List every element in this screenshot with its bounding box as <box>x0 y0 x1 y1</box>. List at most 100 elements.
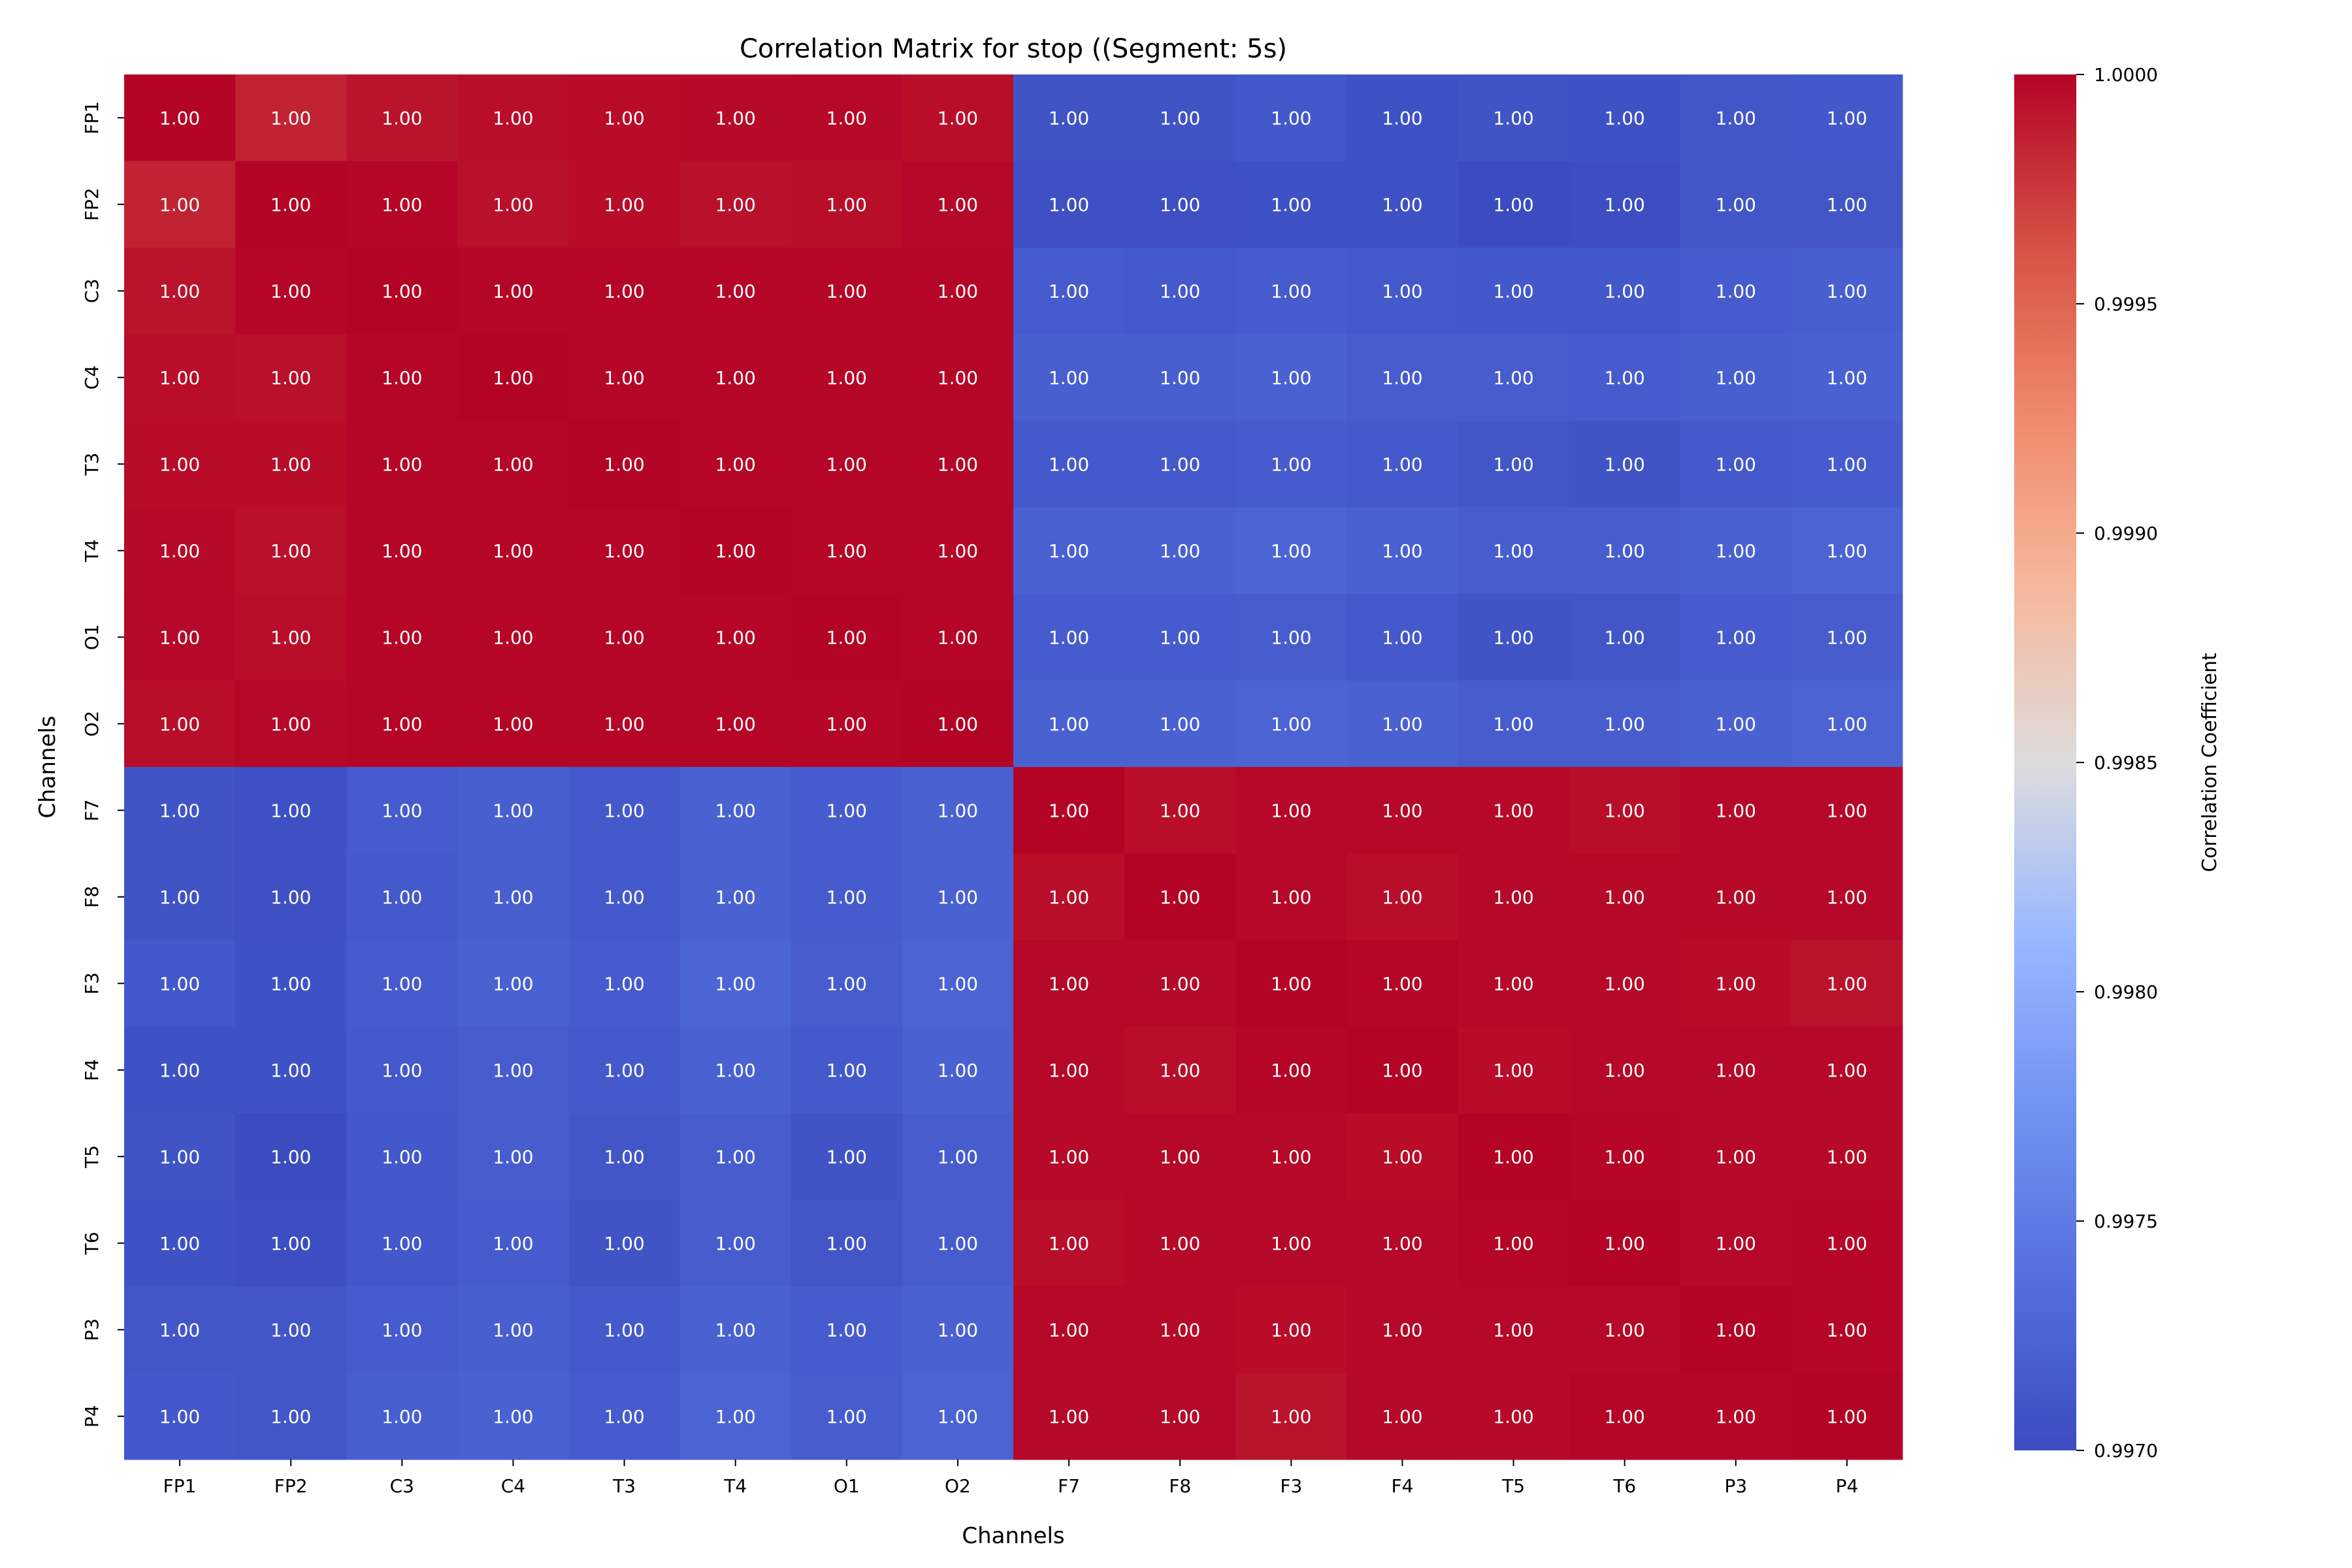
cell-annotation: 1.00 <box>604 1060 644 1081</box>
heatmap-cell <box>1124 1286 1236 1373</box>
heatmap-cell <box>1013 1026 1125 1114</box>
cell-annotation: 1.00 <box>1493 800 1533 821</box>
cell-annotation: 1.00 <box>1716 1146 1756 1168</box>
cell-annotation: 1.00 <box>493 453 533 475</box>
cell-annotation: 1.00 <box>826 1406 867 1428</box>
cell-annotation: 1.00 <box>270 1406 311 1428</box>
heatmap-cell <box>235 161 347 248</box>
y-tick-label: T3 <box>81 453 103 476</box>
heatmap-cell <box>457 594 569 681</box>
heatmap-cell <box>457 421 569 508</box>
heatmap-cell <box>1347 161 1458 248</box>
cell-annotation: 1.00 <box>715 1233 756 1254</box>
heatmap-cell <box>1569 853 1681 941</box>
heatmap-cell <box>1347 248 1458 335</box>
cell-annotation: 1.00 <box>604 1319 644 1341</box>
cell-annotation: 1.00 <box>1049 540 1089 562</box>
cell-annotation: 1.00 <box>1827 800 1867 821</box>
heatmap-cell <box>235 767 347 854</box>
cell-annotation: 1.00 <box>382 367 422 389</box>
cell-annotation: 1.00 <box>604 540 644 562</box>
heatmap-cell <box>568 853 681 941</box>
cell-annotation: 1.00 <box>382 627 422 648</box>
cell-annotation: 1.00 <box>938 713 978 735</box>
heatmap-cell <box>124 507 236 595</box>
heatmap-cell <box>791 853 903 941</box>
cell-annotation: 1.00 <box>604 280 644 302</box>
heatmap-cell <box>568 421 681 508</box>
x-tick-label: F4 <box>1391 1475 1413 1497</box>
cell-annotation: 1.00 <box>1049 713 1089 735</box>
heatmap-cell <box>346 421 458 508</box>
cell-annotation: 1.00 <box>493 107 533 129</box>
heatmap-cell <box>124 161 236 248</box>
cell-annotation: 1.00 <box>715 973 756 994</box>
heatmap-cell <box>1458 594 1570 681</box>
cell-annotation: 1.00 <box>1493 280 1533 302</box>
colorbar-label: Correlation Coefficient <box>2198 653 2221 872</box>
heatmap-cell <box>457 940 569 1027</box>
heatmap-cell <box>1458 1286 1570 1373</box>
cell-annotation: 1.00 <box>1271 1319 1311 1341</box>
y-tick-label: F3 <box>81 972 103 994</box>
cell-annotation: 1.00 <box>1493 107 1533 129</box>
cell-annotation: 1.00 <box>604 194 644 216</box>
heatmap-cell <box>1569 680 1681 768</box>
heatmap-cell <box>1013 74 1125 161</box>
cell-annotation: 1.00 <box>1382 713 1422 735</box>
heatmap-cell <box>1013 248 1125 335</box>
heatmap-cells: 1.00 1.00 1.00 1.00 1.00 1.00 1.00 1.00 1.00 1.00… <box>124 74 1903 1460</box>
heatmap-cell <box>1791 1373 1903 1460</box>
cell-annotation: 1.00 <box>1271 713 1311 735</box>
heatmap-cell <box>568 1286 681 1373</box>
heatmap-cell <box>235 680 347 768</box>
heatmap-cell <box>346 507 458 595</box>
heatmap-cell <box>791 594 903 681</box>
cell-annotation: 1.00 <box>1827 367 1867 389</box>
x-tick-label: F7 <box>1058 1475 1080 1497</box>
heatmap-cell <box>124 594 236 681</box>
heatmap-cell <box>791 1373 903 1460</box>
cell-annotation: 1.00 <box>1160 1406 1200 1428</box>
heatmap-cell <box>679 1113 792 1200</box>
heatmap-cell <box>791 1200 903 1287</box>
heatmap-cell <box>1235 680 1347 768</box>
cell-annotation: 1.00 <box>1827 1406 1867 1428</box>
cell-annotation: 1.00 <box>1716 453 1756 475</box>
cell-annotation: 1.00 <box>1493 367 1533 389</box>
cell-annotation: 1.00 <box>1382 1233 1422 1254</box>
colorbar-tick-label: 0.9995 <box>2094 293 2158 315</box>
heatmap-cell <box>568 161 681 248</box>
heatmap-cell <box>679 1373 792 1460</box>
y-tick-label: FP1 <box>81 101 103 135</box>
heatmap-cell <box>679 680 792 768</box>
cell-annotation: 1.00 <box>1605 367 1645 389</box>
heatmap-cell <box>791 940 903 1027</box>
heatmap-cell <box>1347 1200 1458 1287</box>
cell-annotation: 1.00 <box>159 887 200 908</box>
heatmap-cell <box>1124 334 1236 421</box>
cell-annotation: 1.00 <box>1716 1233 1756 1254</box>
cell-annotation: 1.00 <box>1827 713 1867 735</box>
cell-annotation: 1.00 <box>715 1319 756 1341</box>
heatmap-cell <box>679 74 792 161</box>
heatmap-cell <box>1791 594 1903 681</box>
cell-annotation: 1.00 <box>1271 453 1311 475</box>
heatmap-cell <box>346 1113 458 1200</box>
y-tick-label: P4 <box>81 1405 103 1428</box>
heatmap-cell <box>346 334 458 421</box>
cell-annotation: 1.00 <box>1716 540 1756 562</box>
heatmap-cell <box>679 334 792 421</box>
cell-annotation: 1.00 <box>938 973 978 994</box>
heatmap-cell <box>124 1200 236 1287</box>
y-tick-label: C3 <box>81 279 103 303</box>
heatmap-cell <box>902 1026 1014 1114</box>
cell-annotation: 1.00 <box>1716 1060 1756 1081</box>
cell-annotation: 1.00 <box>1827 540 1867 562</box>
cell-annotation: 1.00 <box>1271 1060 1311 1081</box>
heatmap-cell <box>1347 334 1458 421</box>
cell-annotation: 1.00 <box>938 107 978 129</box>
heatmap-cell <box>1235 1286 1347 1373</box>
heatmap-cell <box>1347 421 1458 508</box>
heatmap-cell <box>902 161 1014 248</box>
